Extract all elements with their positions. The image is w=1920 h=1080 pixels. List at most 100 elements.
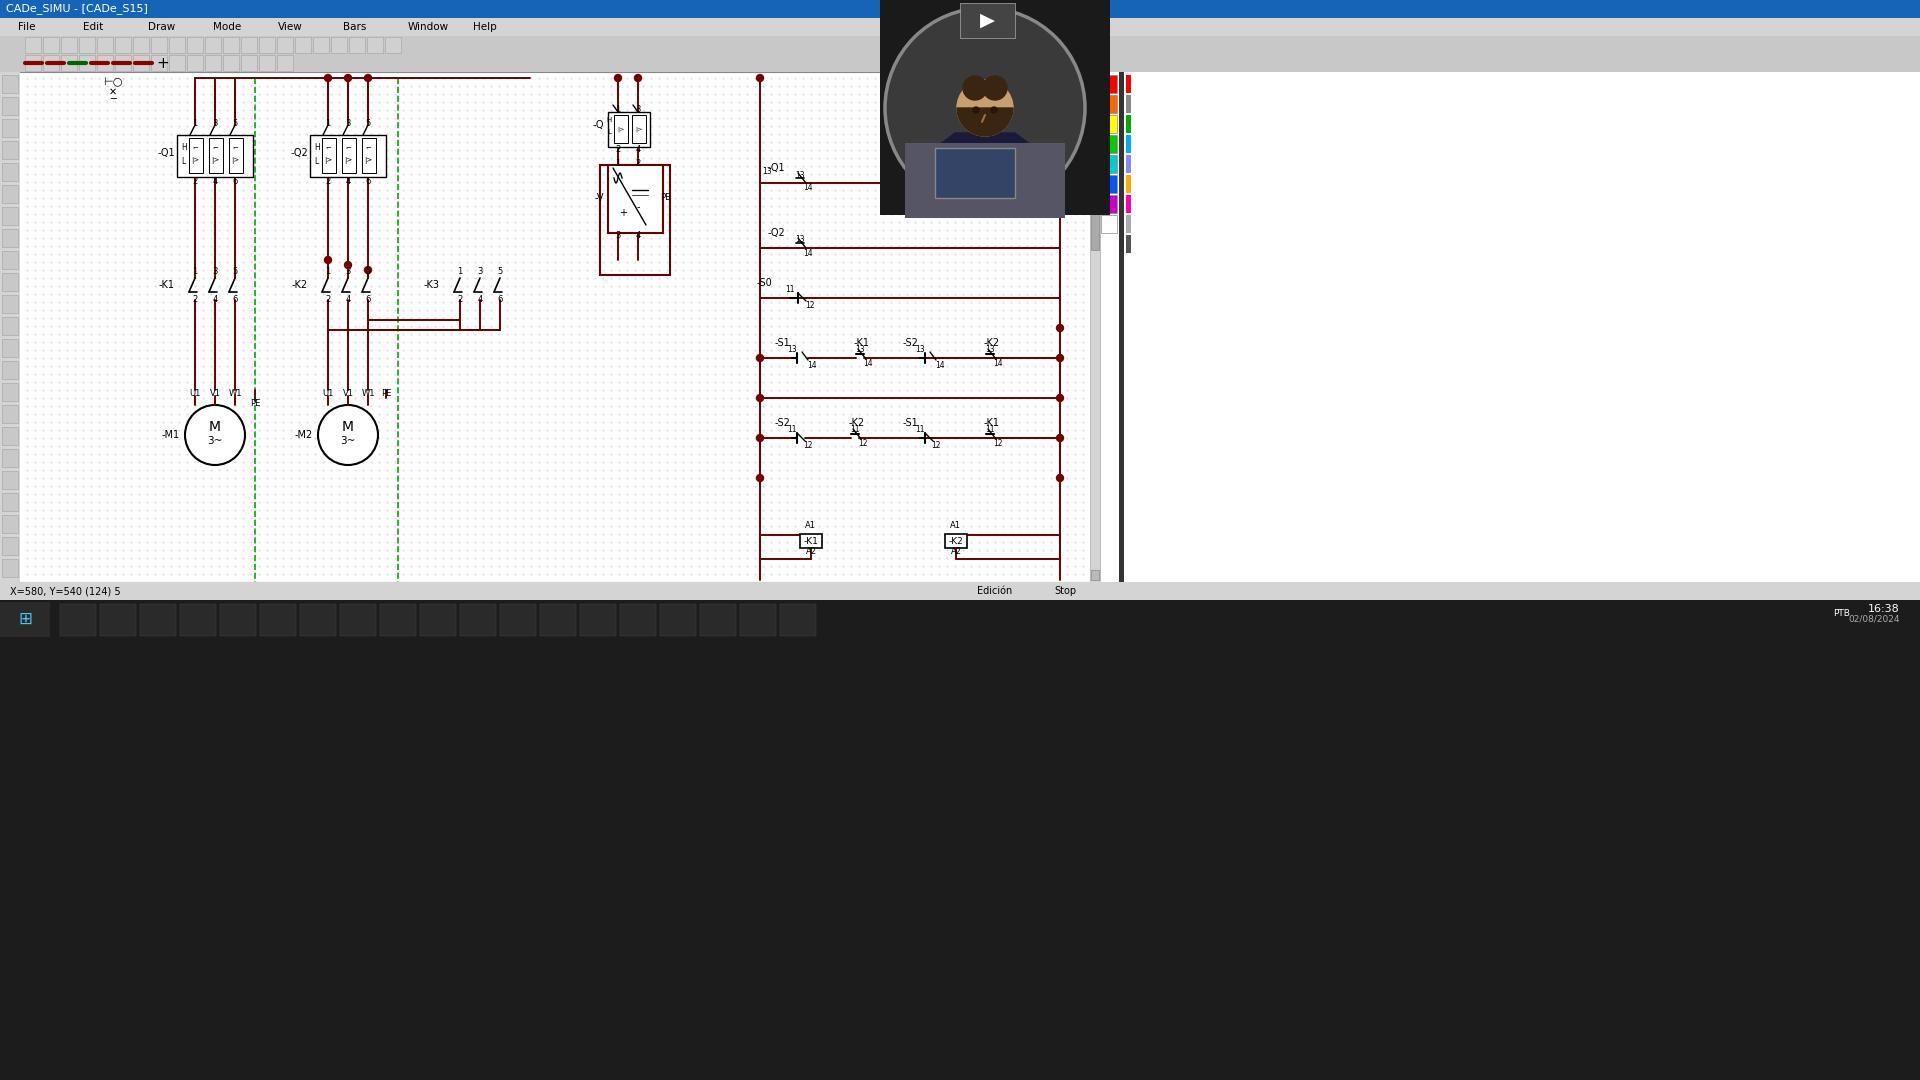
Text: 4: 4 [213,296,217,305]
Bar [0,18,1920,36]
Bar [242,37,257,53]
Bar [1119,72,1123,582]
Text: |>: |> [190,157,200,163]
Bar [1125,95,1131,113]
Text: +: + [618,208,628,218]
Bar [2,537,17,555]
Text: 4: 4 [346,176,351,186]
Bar [1125,195,1131,213]
Text: Edición: Edición [977,586,1012,596]
Text: H: H [315,143,321,151]
Circle shape [964,76,987,100]
Bar [259,604,296,636]
Bar [461,604,495,636]
Text: Stop: Stop [1054,586,1075,596]
Bar [205,55,221,71]
Bar [660,604,695,636]
Text: CADe_SIMU - [CADe_S15]: CADe_SIMU - [CADe_S15] [6,3,148,14]
Circle shape [634,75,641,81]
Text: 2: 2 [6,225,13,235]
Text: -K2: -K2 [948,538,964,546]
Text: 13: 13 [795,171,804,179]
Bar [1073,2,1089,15]
Text: |>: |> [230,157,240,163]
Bar [2,163,17,181]
Bar [323,138,336,173]
Bar [960,3,1016,38]
Text: 1: 1 [324,119,330,127]
Bar [2,273,17,291]
Text: Window: Window [407,22,449,32]
Text: -V: -V [595,193,605,203]
Text: -Q2: -Q2 [768,228,785,238]
Text: 3~: 3~ [340,436,355,446]
Bar [540,604,576,636]
Text: 1: 1 [192,268,198,276]
Text: 6: 6 [232,176,238,186]
Bar [259,37,275,53]
Bar [221,604,255,636]
Text: 12: 12 [858,438,868,447]
Bar [945,534,968,548]
Bar [2,361,17,379]
Circle shape [756,354,764,362]
Bar [2,141,17,159]
Text: 2: 2 [616,145,620,153]
Text: File: File [17,22,35,32]
Text: 11: 11 [916,426,925,434]
Bar [2,515,17,534]
Text: 4: 4 [6,384,13,395]
Circle shape [973,107,979,113]
Bar [349,37,365,53]
Bar [61,37,77,53]
Bar [296,37,311,53]
Bar [0,602,50,637]
Bar [140,604,177,636]
Text: 4: 4 [636,145,641,153]
Bar [580,604,616,636]
Text: 1: 1 [457,268,463,276]
Text: L: L [607,129,611,135]
Text: A1: A1 [804,522,816,530]
Text: 1: 1 [616,159,620,167]
Text: 5: 5 [365,119,371,127]
Bar [2,229,17,247]
Text: U1: U1 [323,389,334,397]
Text: H: H [607,117,612,123]
Text: -S1: -S1 [902,418,918,428]
Bar [1125,175,1131,193]
Bar [1058,2,1071,15]
Text: Help: Help [472,22,497,32]
Circle shape [991,107,996,113]
Bar [2,97,17,114]
Text: -S2: -S2 [902,338,918,348]
Bar [340,604,376,636]
Bar [205,37,221,53]
Bar [609,165,662,233]
Text: 12: 12 [931,442,941,450]
Text: X=580, Y=540 (124) 5: X=580, Y=540 (124) 5 [10,586,121,596]
Text: ⌐: ⌐ [192,145,198,151]
Bar [61,55,77,71]
Text: -K1: -K1 [983,418,1000,428]
Circle shape [365,75,371,81]
Bar [879,0,1110,215]
Text: -: - [636,202,639,212]
Bar [0,0,1920,18]
Text: 14: 14 [935,362,945,370]
Text: ✕: ✕ [109,87,117,97]
Polygon shape [929,133,1041,208]
Bar [2,75,17,93]
Text: 13: 13 [916,346,925,354]
Bar [115,55,131,71]
Circle shape [756,434,764,442]
Text: +: + [157,55,169,70]
Bar [780,604,816,636]
Bar [276,55,294,71]
Text: L: L [180,158,184,166]
Text: -S2: -S2 [774,418,789,428]
Text: 1: 1 [192,119,198,127]
Text: |>: |> [636,126,643,132]
Text: 2: 2 [324,176,330,186]
Text: -K2: -K2 [983,338,1000,348]
